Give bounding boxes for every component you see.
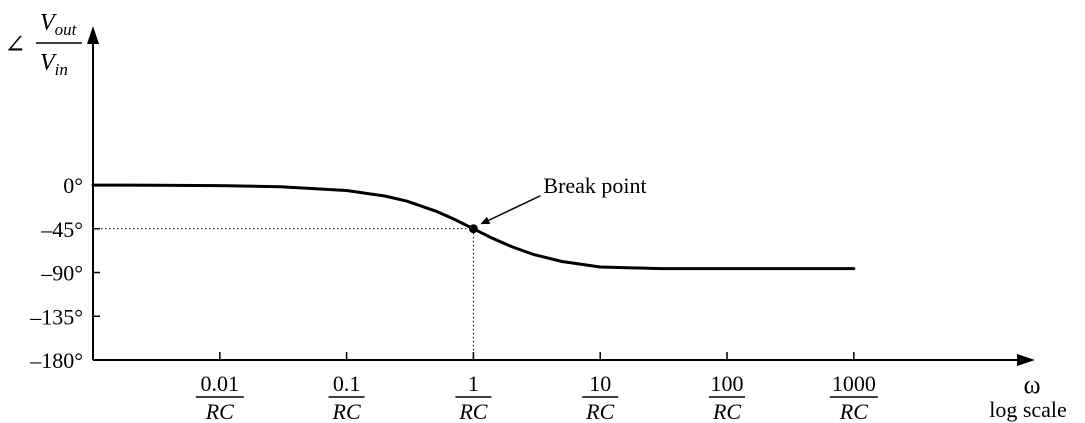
x-tick-denominator: RC: [332, 399, 361, 423]
y-label-num: V: [40, 10, 57, 36]
x-tick-denominator: RC: [205, 399, 234, 423]
x-tick-numerator: 0.01: [201, 371, 240, 396]
x-tick-denominator: RC: [585, 399, 614, 423]
y-label-num-sub: out: [55, 20, 78, 39]
y-axis-arrowhead: [87, 26, 99, 44]
break-point-arrow: [480, 195, 541, 225]
svg-text:Vout: Vout: [40, 10, 78, 39]
angle-symbol: ∠: [4, 30, 26, 59]
y-axis-label: ∠ Vout Vin: [4, 10, 82, 79]
x-tick-numerator: 100: [711, 371, 744, 396]
x-tick-numerator: 0.1: [333, 371, 361, 396]
y-label-den: V: [40, 50, 57, 76]
y-tick-label: –90°: [40, 261, 83, 286]
y-tick-label: 0°: [63, 173, 83, 198]
x-tick-denominator: RC: [712, 399, 741, 423]
break-point-marker: [468, 224, 478, 234]
svg-text:Vin: Vin: [40, 50, 68, 79]
y-tick-label: –135°: [29, 304, 83, 329]
y-tick-label: –180°: [29, 348, 83, 373]
x-tick-numerator: 1: [468, 371, 479, 396]
y-tick-label: –45°: [40, 217, 83, 242]
x-tick-denominator: RC: [458, 399, 487, 423]
x-tick-numerator: 10: [589, 371, 611, 396]
x-axis-symbol: ω: [1023, 370, 1040, 399]
x-axis-scale-note: log scale: [989, 397, 1067, 422]
x-tick-denominator: RC: [839, 399, 868, 423]
y-label-den-sub: in: [55, 60, 68, 79]
x-tick-numerator: 1000: [832, 371, 876, 396]
x-axis-arrowhead: [1017, 354, 1035, 366]
break-point-label: Break point: [543, 173, 646, 198]
